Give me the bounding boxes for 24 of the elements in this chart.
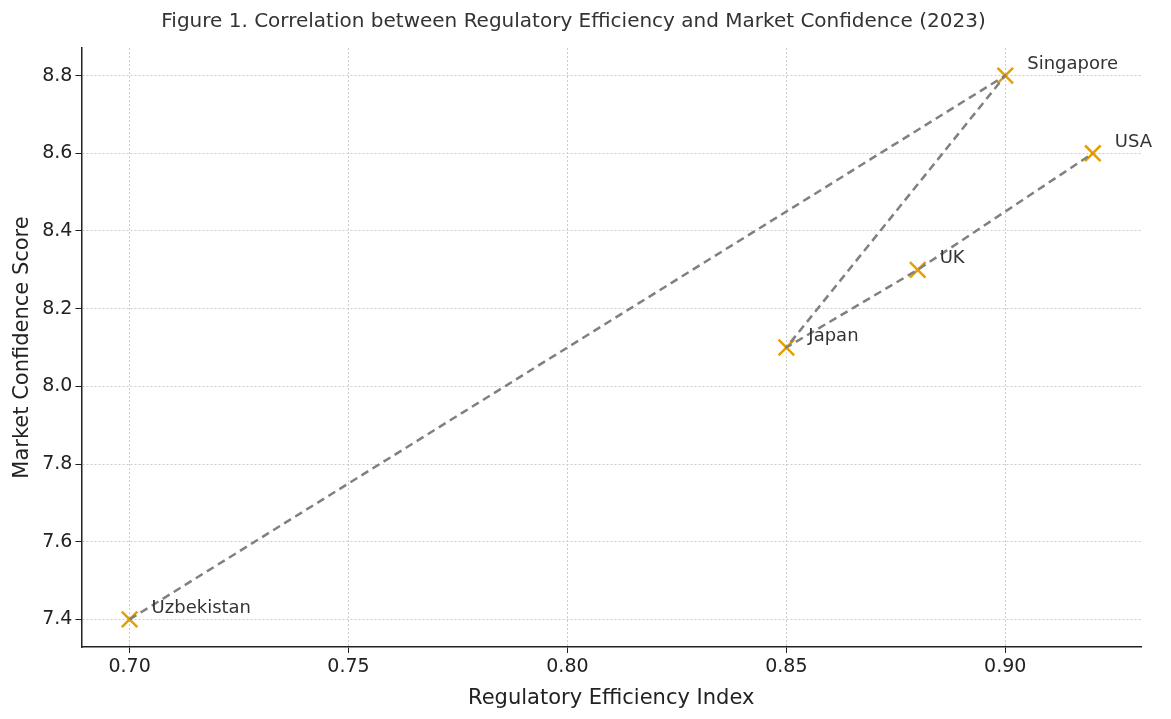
y-tick-label: 8.4: [42, 217, 73, 240]
point: [1083, 144, 1102, 163]
line-series: [128, 74, 1095, 621]
annotation: Singapore: [1027, 52, 1119, 74]
annotation: Japan: [807, 324, 859, 346]
x-tick-label: 0.70: [108, 654, 151, 677]
x-tick-label: 0.90: [984, 654, 1027, 677]
y-tick-label: 8.6: [42, 140, 73, 163]
annotation: UK: [939, 246, 966, 268]
x-axis-title: Regulatory Efficiency Index: [468, 684, 755, 709]
y-axis-title: Market Confidence Score: [9, 216, 34, 479]
annotation: Uzbekistan: [151, 596, 251, 618]
x-tick-label: 0.85: [765, 654, 808, 677]
chart-title: Figure 1. Correlation between Regulatory Efficiency and Market Confidence (2023): [161, 8, 986, 33]
y-tick-label: 7.6: [42, 528, 73, 551]
point: [120, 610, 139, 629]
x-tick-label: 0.75: [327, 654, 370, 677]
y-tick-label: 7.8: [42, 450, 73, 473]
x-tick-label: 0.80: [546, 654, 589, 677]
y-tick-label: 8.8: [42, 62, 73, 85]
y-tick-label: 7.4: [42, 606, 73, 629]
y-tick-label: 8.0: [42, 373, 73, 396]
annotation: USA: [1114, 129, 1153, 151]
y-tick-label: 8.2: [42, 295, 73, 318]
